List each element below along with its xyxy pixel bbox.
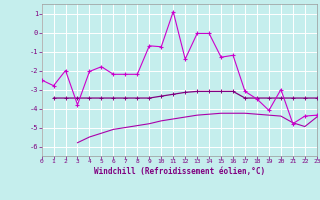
X-axis label: Windchill (Refroidissement éolien,°C): Windchill (Refroidissement éolien,°C) [94,167,265,176]
